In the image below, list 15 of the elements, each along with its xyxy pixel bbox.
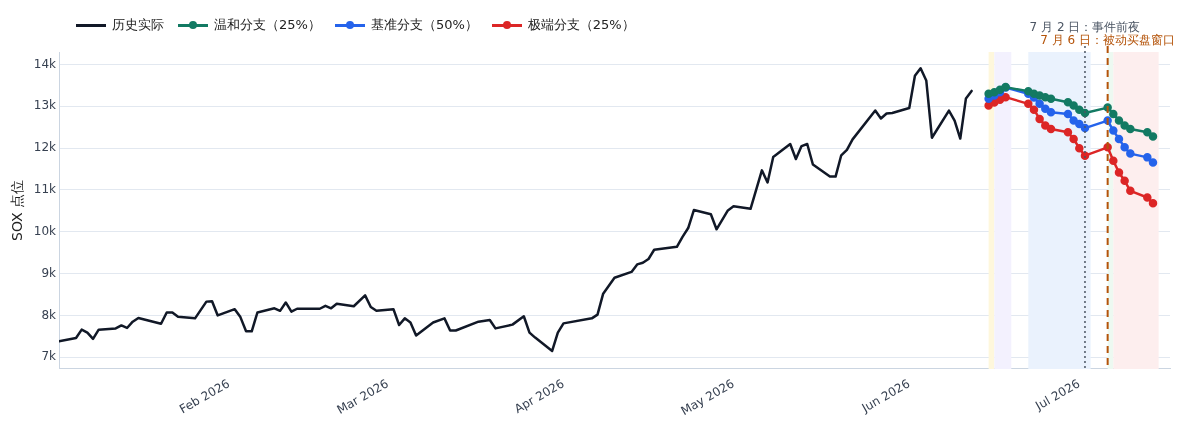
legend-label: 基准分支（50%） xyxy=(370,16,478,34)
legend-label: 温和分支（25%） xyxy=(214,16,321,34)
y-tick-label: 11k xyxy=(33,182,57,197)
ref-line-label: 7 月 6 日：被动买盘窗口 xyxy=(1040,33,1176,48)
ref-line-label: 7 月 2 日：事件前夜 xyxy=(1029,20,1141,35)
y-tick-label: 8k xyxy=(41,307,57,322)
y-tick-label: 7k xyxy=(41,349,57,364)
y-tick-label: 14k xyxy=(33,56,57,71)
y-tick-label: 12k xyxy=(33,140,57,155)
y-tick-label: 10k xyxy=(33,223,57,238)
y-axis-title: SOX 点位 xyxy=(9,179,26,242)
legend-label: 历史实际 xyxy=(112,16,164,34)
legend-label: 极端分支（25%） xyxy=(527,16,635,34)
y-tick-label: 13k xyxy=(33,98,57,113)
y-tick-label: 9k xyxy=(41,265,57,280)
